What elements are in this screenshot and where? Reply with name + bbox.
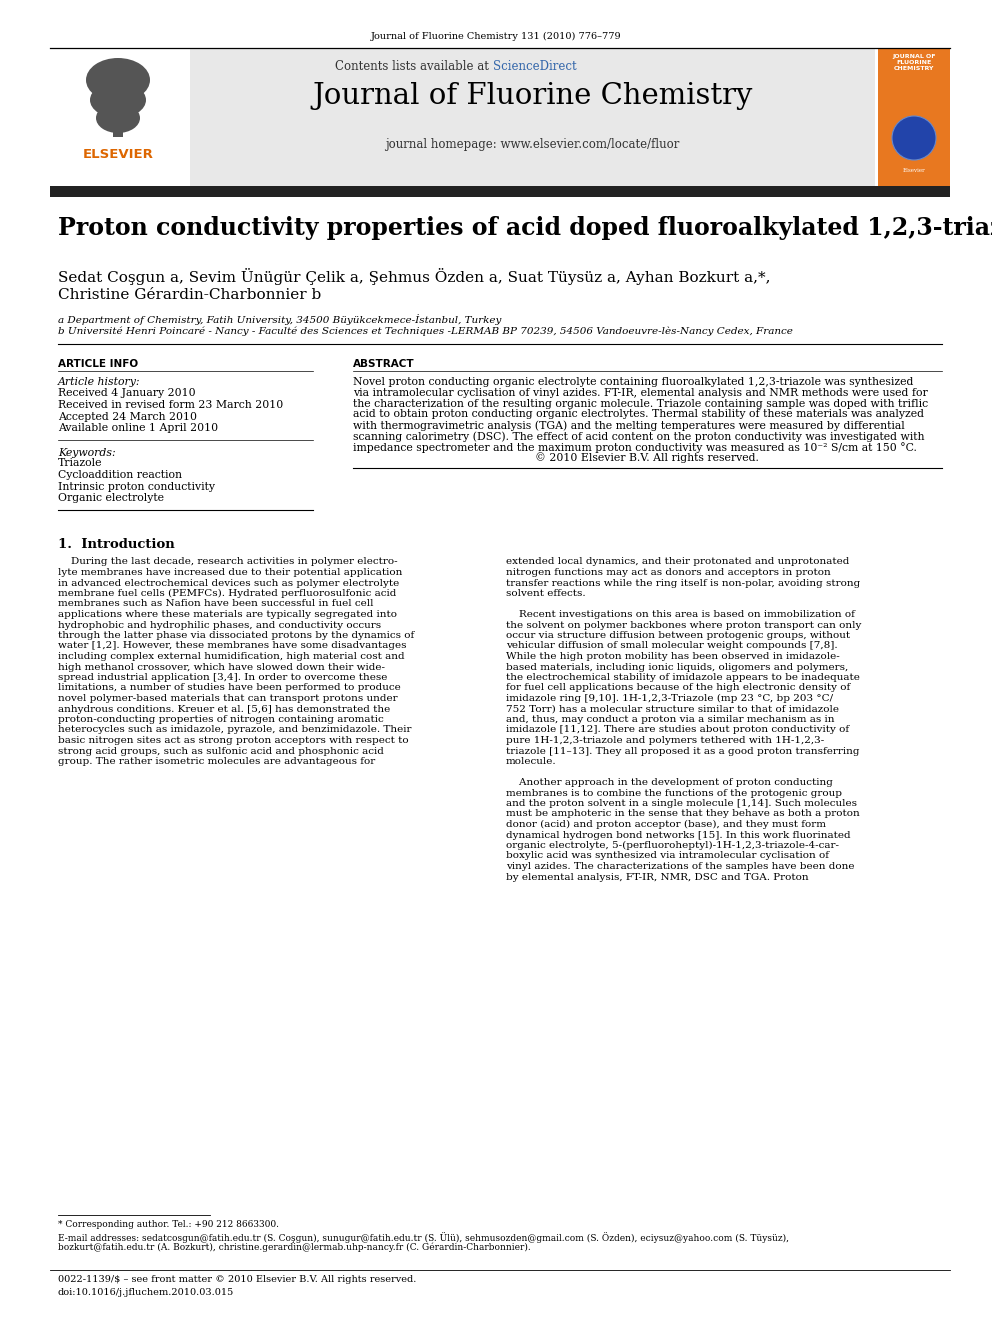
Text: ABSTRACT: ABSTRACT <box>353 359 415 369</box>
Text: hydrophobic and hydrophilic phases, and conductivity occurs: hydrophobic and hydrophilic phases, and … <box>58 620 381 630</box>
Text: the solvent on polymer backbones where proton transport can only: the solvent on polymer backbones where p… <box>506 620 861 630</box>
Text: boxylic acid was synthesized via intramolecular cyclisation of: boxylic acid was synthesized via intramo… <box>506 852 829 860</box>
Text: b Université Henri Poincaré - Nancy - Faculté des Sciences et Techniques -LERMAB: b Université Henri Poincaré - Nancy - Fa… <box>58 327 793 336</box>
Text: nitrogen functions may act as donors and acceptors in proton: nitrogen functions may act as donors and… <box>506 568 830 577</box>
Text: ELSEVIER: ELSEVIER <box>82 148 154 161</box>
Text: Cycloaddition reaction: Cycloaddition reaction <box>58 470 182 480</box>
Ellipse shape <box>86 58 150 102</box>
Text: and the proton solvent in a single molecule [1,14]. Such molecules: and the proton solvent in a single molec… <box>506 799 857 808</box>
Text: scanning calorimetry (DSC). The effect of acid content on the proton conductivit: scanning calorimetry (DSC). The effect o… <box>353 431 925 442</box>
Text: including complex external humidification, high material cost and: including complex external humidificatio… <box>58 652 405 662</box>
Text: vehicular diffusion of small molecular weight compounds [7,8].: vehicular diffusion of small molecular w… <box>506 642 837 651</box>
Text: basic nitrogen sites act as strong proton acceptors with respect to: basic nitrogen sites act as strong proto… <box>58 736 409 745</box>
Text: donor (acid) and proton acceptor (base), and they must form: donor (acid) and proton acceptor (base),… <box>506 820 826 830</box>
Text: E-mail addresses: sedatcosgun@fatih.edu.tr (S. Coşgun), sunugur@fatih.edu.tr (S.: E-mail addresses: sedatcosgun@fatih.edu.… <box>58 1232 789 1242</box>
Text: extended local dynamics, and their protonated and unprotonated: extended local dynamics, and their proto… <box>506 557 849 566</box>
Text: Journal of Fluorine Chemistry: Journal of Fluorine Chemistry <box>312 82 753 110</box>
Text: triazole [11–13]. They all proposed it as a good proton transferring: triazole [11–13]. They all proposed it a… <box>506 746 859 755</box>
Text: Available online 1 April 2010: Available online 1 April 2010 <box>58 423 218 433</box>
Text: Journal of Fluorine Chemistry 131 (2010) 776–779: Journal of Fluorine Chemistry 131 (2010)… <box>371 32 621 41</box>
Text: for fuel cell applications because of the high electronic density of: for fuel cell applications because of th… <box>506 684 850 692</box>
Bar <box>190 48 875 187</box>
Text: ARTICLE INFO: ARTICLE INFO <box>58 359 138 369</box>
Bar <box>878 48 950 187</box>
Text: by elemental analysis, FT-IR, NMR, DSC and TGA. Proton: by elemental analysis, FT-IR, NMR, DSC a… <box>506 872 808 881</box>
Text: doi:10.1016/j.jfluchem.2010.03.015: doi:10.1016/j.jfluchem.2010.03.015 <box>58 1289 234 1297</box>
Text: high methanol crossover, which have slowed down their wide-: high methanol crossover, which have slow… <box>58 663 385 672</box>
Text: Sedat Coşgun a, Sevim Ünügür Çelik a, Şehmus Özden a, Suat Tüysüz a, Ayhan Bozku: Sedat Coşgun a, Sevim Ünügür Çelik a, Şe… <box>58 269 771 284</box>
Bar <box>50 187 950 197</box>
Text: Christine Gérardin-Charbonnier b: Christine Gérardin-Charbonnier b <box>58 288 321 302</box>
Text: a Department of Chemistry, Fatih University, 34500 Büyükcekmece-İstanbul, Turkey: a Department of Chemistry, Fatih Univers… <box>58 314 501 325</box>
Text: Received in revised form 23 March 2010: Received in revised form 23 March 2010 <box>58 400 284 410</box>
Text: © 2010 Elsevier B.V. All rights reserved.: © 2010 Elsevier B.V. All rights reserved… <box>353 452 759 463</box>
Text: While the high proton mobility has been observed in imidazole-: While the high proton mobility has been … <box>506 652 840 662</box>
Text: impedance spectrometer and the maximum proton conductivity was measured as 10⁻² : impedance spectrometer and the maximum p… <box>353 442 917 452</box>
Text: proton-conducting properties of nitrogen containing aromatic: proton-conducting properties of nitrogen… <box>58 714 384 724</box>
Text: spread industrial application [3,4]. In order to overcome these: spread industrial application [3,4]. In … <box>58 673 387 681</box>
Text: Another approach in the development of proton conducting: Another approach in the development of p… <box>506 778 833 787</box>
Text: through the latter phase via dissociated protons by the dynamics of: through the latter phase via dissociated… <box>58 631 415 640</box>
Text: group. The rather isometric molecules are advantageous for: group. The rather isometric molecules ar… <box>58 757 375 766</box>
Text: strong acid groups, such as sulfonic acid and phosphonic acid: strong acid groups, such as sulfonic aci… <box>58 746 384 755</box>
Text: During the last decade, research activities in polymer electro-: During the last decade, research activit… <box>58 557 398 566</box>
Text: via intramolecular cyclisation of vinyl azides. FT-IR, elemental analysis and NM: via intramolecular cyclisation of vinyl … <box>353 388 928 398</box>
Text: Contents lists available at: Contents lists available at <box>335 60 492 73</box>
Text: heterocycles such as imidazole, pyrazole, and benzimidazole. Their: heterocycles such as imidazole, pyrazole… <box>58 725 412 734</box>
Text: with thermogravimetric analysis (TGA) and the melting temperatures were measured: with thermogravimetric analysis (TGA) an… <box>353 421 905 431</box>
Text: lyte membranes have increased due to their potential application: lyte membranes have increased due to the… <box>58 568 403 577</box>
Text: organic electrolyte, 5-(perfluoroheptyl)-1H-1,2,3-triazole-4-car-: organic electrolyte, 5-(perfluoroheptyl)… <box>506 841 839 851</box>
Text: Received 4 January 2010: Received 4 January 2010 <box>58 389 195 398</box>
Text: in advanced electrochemical devices such as polymer electrolyte: in advanced electrochemical devices such… <box>58 578 399 587</box>
Ellipse shape <box>90 82 146 118</box>
Text: transfer reactions while the ring itself is non-polar, avoiding strong: transfer reactions while the ring itself… <box>506 578 860 587</box>
Text: solvent effects.: solvent effects. <box>506 589 585 598</box>
Text: 752 Torr) has a molecular structure similar to that of imidazole: 752 Torr) has a molecular structure simi… <box>506 705 839 713</box>
Bar <box>50 48 950 187</box>
Text: applications where these materials are typically segregated into: applications where these materials are t… <box>58 610 397 619</box>
Text: Elsevier: Elsevier <box>903 168 926 173</box>
Text: membranes is to combine the functions of the protogenic group: membranes is to combine the functions of… <box>506 789 842 798</box>
Text: membrane fuel cells (PEMFCs). Hydrated perfluorosulfonic acid: membrane fuel cells (PEMFCs). Hydrated p… <box>58 589 397 598</box>
Text: acid to obtain proton conducting organic electrolytes. Thermal stability of thes: acid to obtain proton conducting organic… <box>353 409 924 419</box>
Text: pure 1H-1,2,3-triazole and polymers tethered with 1H-1,2,3-: pure 1H-1,2,3-triazole and polymers teth… <box>506 736 824 745</box>
Text: Organic electrolyte: Organic electrolyte <box>58 493 164 503</box>
Text: must be amphoteric in the sense that they behave as both a proton: must be amphoteric in the sense that the… <box>506 810 860 819</box>
Text: Novel proton conducting organic electrolyte containing fluoroalkylated 1,2,3-tri: Novel proton conducting organic electrol… <box>353 377 914 388</box>
Text: imidazole ring [9,10]. 1H-1,2,3-Triazole (mp 23 °C, bp 203 °C/: imidazole ring [9,10]. 1H-1,2,3-Triazole… <box>506 695 833 703</box>
Text: imidazole [11,12]. There are studies about proton conductivity of: imidazole [11,12]. There are studies abo… <box>506 725 849 734</box>
Text: dynamical hydrogen bond networks [15]. In this work fluorinated: dynamical hydrogen bond networks [15]. I… <box>506 831 850 840</box>
Text: journal homepage: www.elsevier.com/locate/fluor: journal homepage: www.elsevier.com/locat… <box>385 138 680 151</box>
Text: Recent investigations on this area is based on immobilization of: Recent investigations on this area is ba… <box>506 610 855 619</box>
Text: occur via structure diffusion between protogenic groups, without: occur via structure diffusion between pr… <box>506 631 850 640</box>
Text: membranes such as Nafion have been successful in fuel cell: membranes such as Nafion have been succe… <box>58 599 374 609</box>
Text: Keywords:: Keywords: <box>58 447 116 458</box>
Text: JOURNAL OF
FLUORINE
CHEMISTRY: JOURNAL OF FLUORINE CHEMISTRY <box>892 54 935 70</box>
Text: ScienceDirect: ScienceDirect <box>492 60 576 73</box>
Bar <box>113 124 123 138</box>
Text: Accepted 24 March 2010: Accepted 24 March 2010 <box>58 411 197 422</box>
Text: bozkurt@fatih.edu.tr (A. Bozkurt), christine.gerardin@lermab.uhp-nancy.fr (C. Gé: bozkurt@fatih.edu.tr (A. Bozkurt), chris… <box>58 1242 531 1252</box>
Text: * Corresponding author. Tel.: +90 212 8663300.: * Corresponding author. Tel.: +90 212 86… <box>58 1220 279 1229</box>
Text: molecule.: molecule. <box>506 757 557 766</box>
Text: and, thus, may conduct a proton via a similar mechanism as in: and, thus, may conduct a proton via a si… <box>506 714 834 724</box>
Text: novel polymer-based materials that can transport protons under: novel polymer-based materials that can t… <box>58 695 398 703</box>
Text: water [1,2]. However, these membranes have some disadvantages: water [1,2]. However, these membranes ha… <box>58 642 407 651</box>
Text: Article history:: Article history: <box>58 377 141 388</box>
Text: Proton conductivity properties of acid doped fluoroalkylated 1,2,3-triazole: Proton conductivity properties of acid d… <box>58 216 992 239</box>
Text: 1.  Introduction: 1. Introduction <box>58 537 175 550</box>
Text: Intrinsic proton conductivity: Intrinsic proton conductivity <box>58 482 215 492</box>
Text: the electrochemical stability of imidazole appears to be inadequate: the electrochemical stability of imidazo… <box>506 673 860 681</box>
Text: limitations, a number of studies have been performed to produce: limitations, a number of studies have be… <box>58 684 401 692</box>
Text: Triazole: Triazole <box>58 459 102 468</box>
Circle shape <box>892 116 936 160</box>
Text: based materials, including ionic liquids, oligomers and polymers,: based materials, including ionic liquids… <box>506 663 848 672</box>
Text: the characterization of the resulting organic molecule. Triazole containing samp: the characterization of the resulting or… <box>353 398 929 409</box>
Ellipse shape <box>96 103 140 134</box>
Text: anhydrous conditions. Kreuer et al. [5,6] has demonstrated the: anhydrous conditions. Kreuer et al. [5,6… <box>58 705 390 713</box>
Text: vinyl azides. The characterizations of the samples have been done: vinyl azides. The characterizations of t… <box>506 863 854 871</box>
Text: 0022-1139/$ – see front matter © 2010 Elsevier B.V. All rights reserved.: 0022-1139/$ – see front matter © 2010 El… <box>58 1275 417 1285</box>
